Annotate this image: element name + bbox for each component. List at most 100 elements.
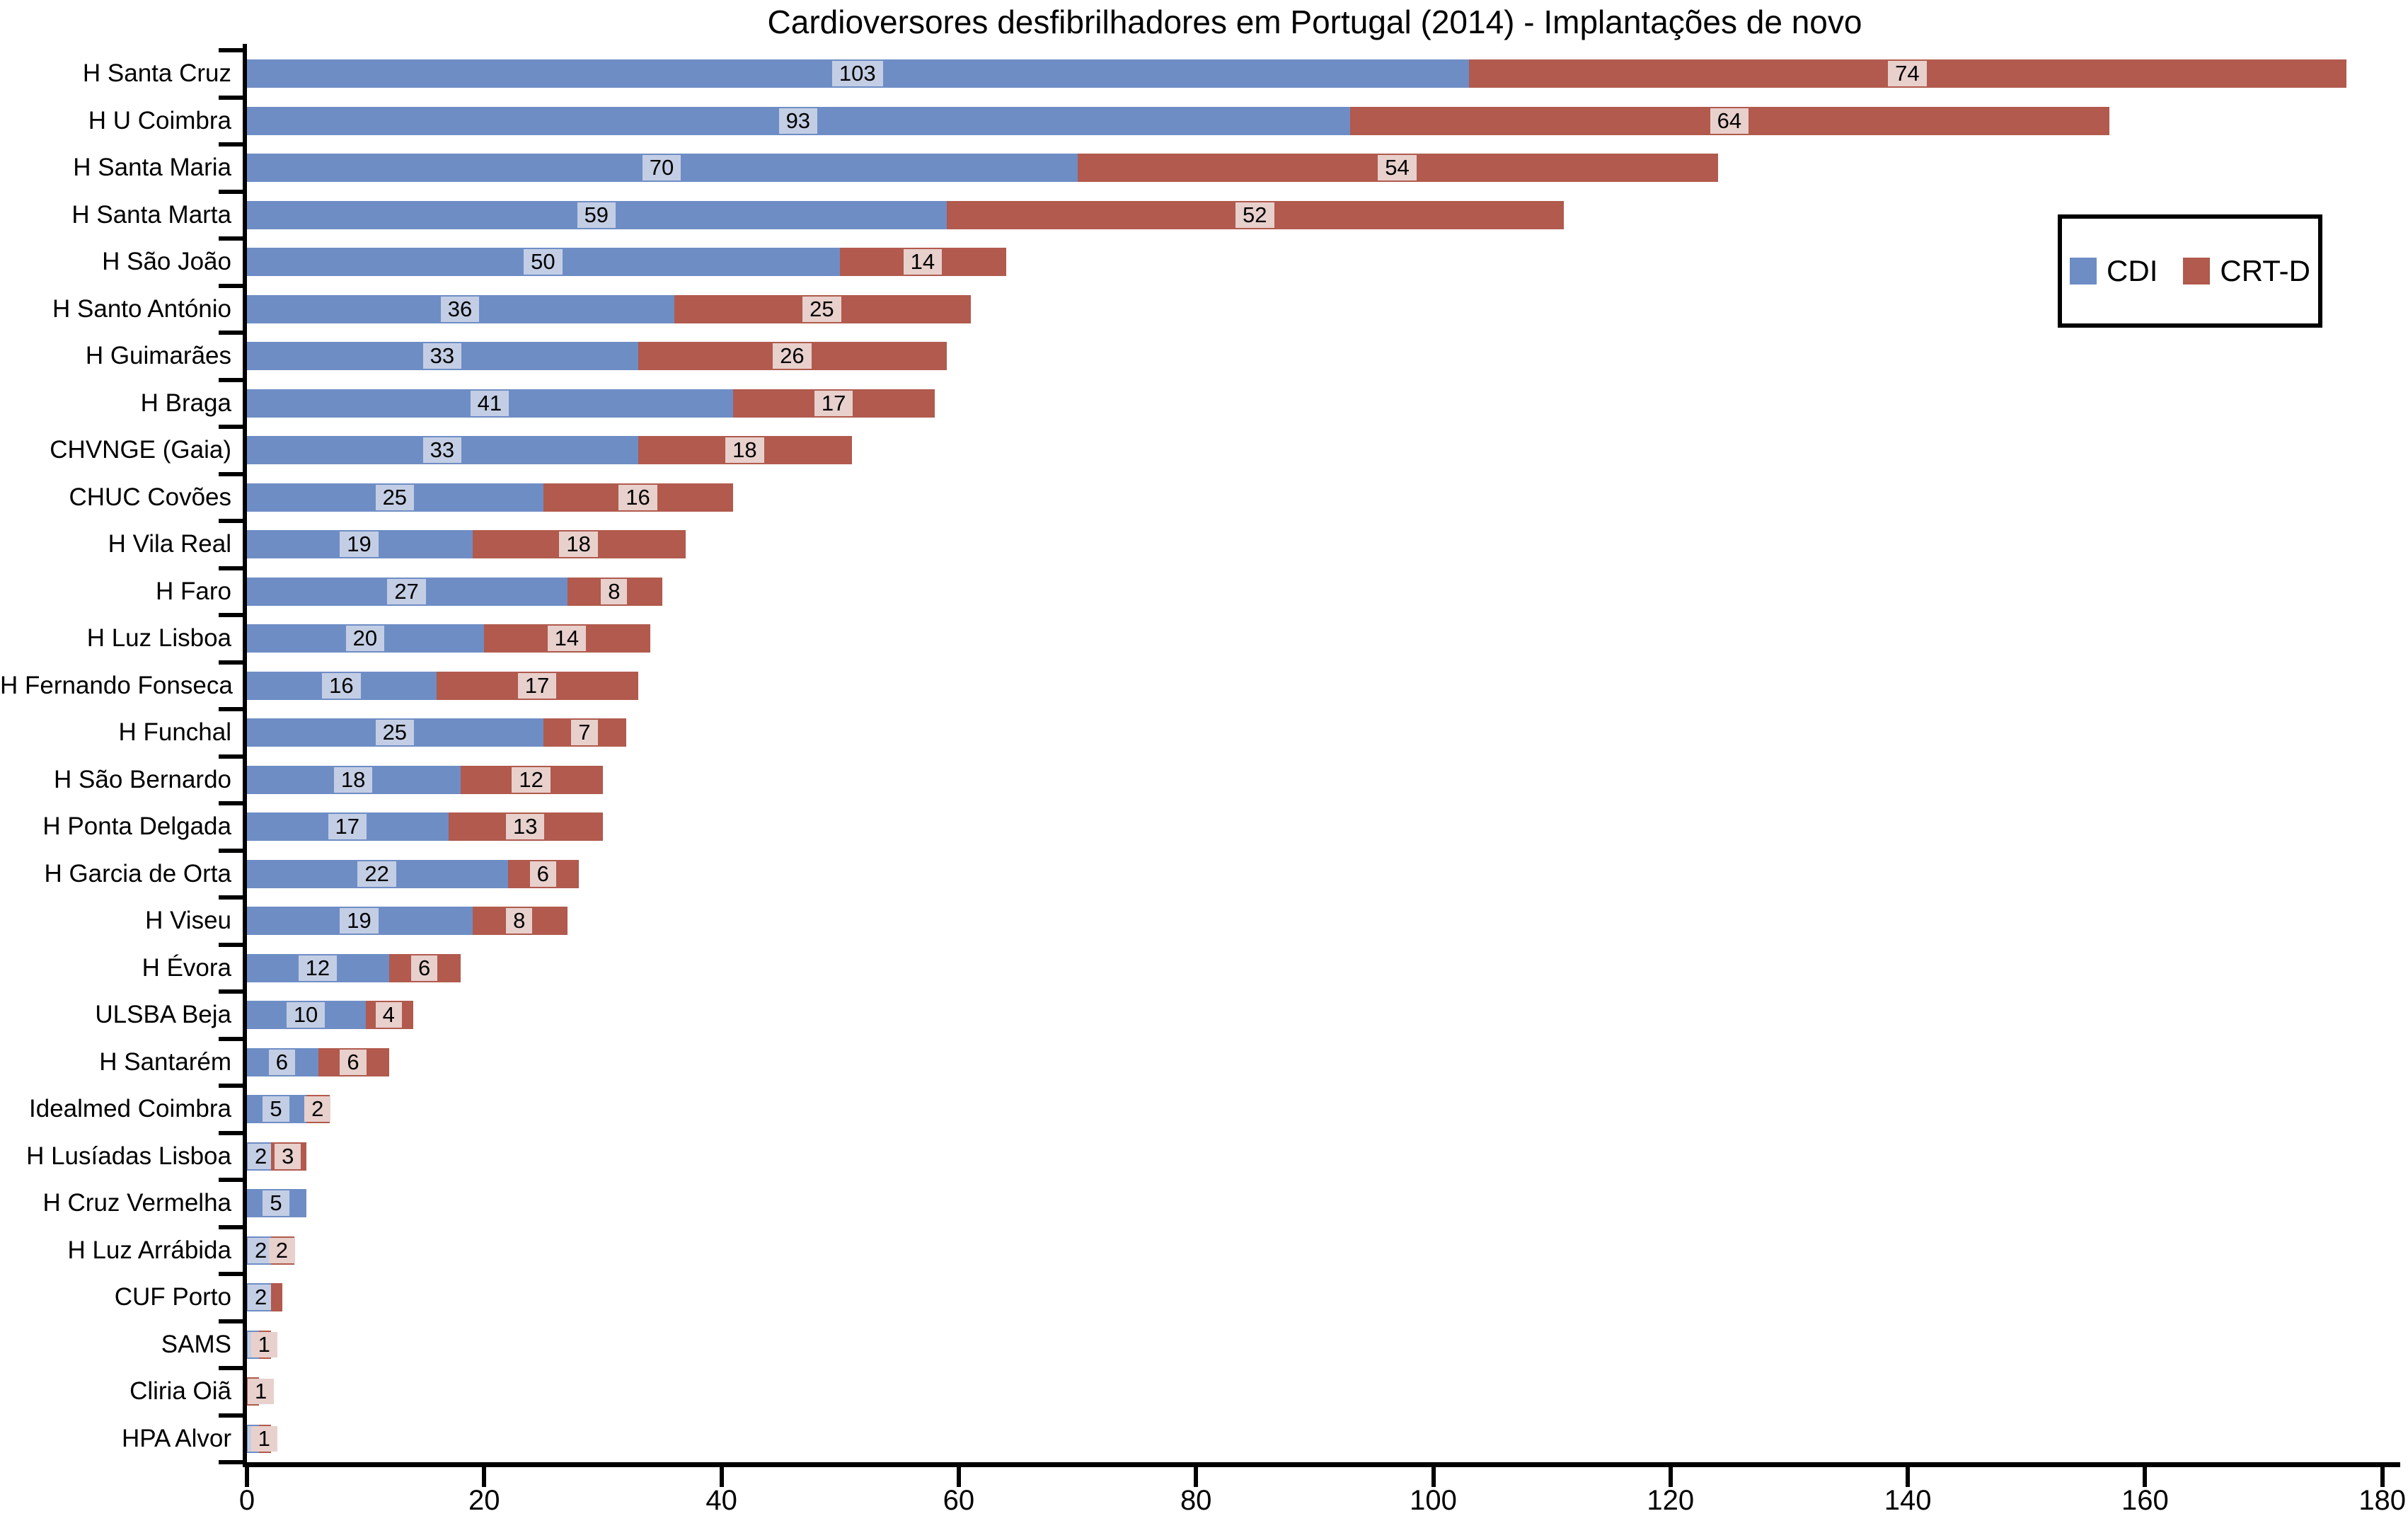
bar-value-label: 25 — [375, 720, 415, 746]
y-axis-tick — [219, 565, 243, 570]
category-label: Idealmed Coimbra — [29, 1095, 231, 1123]
chart-title: Cardioversores desfibrilhadores em Portu… — [767, 4, 1862, 40]
x-axis-tick-label: 0 — [238, 1485, 255, 1516]
bar-value-label: 5 — [263, 1096, 289, 1122]
bar-value-label: 13 — [505, 814, 545, 840]
category-label: Cliria Oiã — [129, 1377, 231, 1406]
x-axis-tick-label: 160 — [2121, 1485, 2169, 1516]
bar-value-label: 17 — [517, 672, 557, 699]
bar-value-label: 33 — [422, 437, 462, 464]
category-label: H Cruz Vermelha — [42, 1189, 231, 1217]
legend: CDI CRT-D — [2058, 214, 2322, 328]
y-axis-tick — [219, 801, 243, 805]
category-label: CUF Porto — [114, 1283, 231, 1311]
category-label: H Santa Maria — [73, 154, 231, 182]
bar-value-label: 17 — [814, 390, 853, 416]
y-axis-tick — [219, 283, 243, 288]
bar-value-label: 54 — [1378, 155, 1417, 181]
bar-value-label: 70 — [642, 155, 681, 181]
bar-value-label: 93 — [778, 108, 818, 134]
y-axis-tick — [219, 613, 243, 617]
bar-value-label: 5 — [263, 1190, 289, 1217]
bar-value-label: 18 — [725, 437, 764, 464]
bar-segment-crt-d — [270, 1283, 283, 1312]
category-label: H Vila Real — [108, 530, 231, 558]
bar-value-label: 103 — [831, 61, 883, 87]
bar-value-label: 2 — [304, 1096, 331, 1122]
category-label: H Évora — [142, 953, 231, 982]
bar-value-label: 14 — [547, 626, 587, 652]
y-axis-tick — [219, 895, 243, 900]
y-axis-tick — [219, 1272, 243, 1276]
category-label: H Luz Arrábida — [67, 1236, 231, 1264]
bar-value-label: 17 — [328, 814, 367, 840]
category-label: H Santo António — [52, 294, 231, 323]
x-axis-tick — [1431, 1467, 1436, 1487]
bar-value-label: 14 — [903, 249, 943, 275]
bar-value-label: 18 — [333, 766, 373, 793]
category-label: H Viseu — [145, 907, 231, 935]
x-axis-tick — [719, 1467, 724, 1487]
bar-value-label: 3 — [275, 1143, 301, 1169]
y-axis-tick — [219, 660, 243, 665]
bar-value-label: 1 — [250, 1425, 277, 1452]
y-axis-tick — [219, 1366, 243, 1370]
bar-value-label: 19 — [340, 532, 379, 558]
bar-value-label: 33 — [422, 343, 462, 369]
y-axis-line — [243, 44, 247, 1467]
x-axis-tick — [2380, 1467, 2385, 1487]
x-axis-tick — [1194, 1467, 1199, 1487]
bar-value-label: 27 — [387, 578, 426, 604]
x-axis-tick-label: 140 — [1884, 1485, 1932, 1516]
bar-value-label: 2 — [248, 1285, 275, 1311]
bar-value-label: 2 — [268, 1237, 296, 1263]
y-axis-tick — [219, 519, 243, 523]
x-axis-tick — [1906, 1467, 1911, 1487]
category-label: H Santarém — [99, 1047, 231, 1076]
y-axis-tick — [219, 1130, 243, 1135]
y-axis-tick — [219, 1178, 243, 1182]
bar-value-label: 12 — [512, 766, 551, 793]
y-axis-tick — [219, 1224, 243, 1229]
category-label: H Fernando Fonseca — [0, 671, 233, 699]
category-label: H São Bernardo — [54, 765, 231, 793]
x-axis-tick-label: 120 — [1647, 1485, 1695, 1516]
category-label: H Ponta Delgada — [42, 812, 231, 841]
y-axis-tick — [219, 377, 243, 382]
category-label: H Santa Cruz — [82, 59, 231, 88]
category-label: CHUC Covões — [69, 483, 232, 511]
bar-value-label: 1 — [248, 1379, 275, 1405]
bar-value-label: 18 — [559, 532, 598, 558]
legend-swatch-cdi — [2070, 258, 2097, 285]
category-label: H U Coimbra — [88, 106, 231, 134]
category-label: H Faro — [156, 577, 231, 605]
bar-value-label: 16 — [618, 484, 657, 510]
x-axis-tick-label: 180 — [2358, 1485, 2407, 1516]
bar-value-label: 36 — [440, 296, 480, 322]
y-axis-tick — [219, 1319, 243, 1323]
y-axis-tick — [219, 1084, 243, 1088]
y-axis-tick — [219, 425, 243, 429]
y-axis-tick — [219, 331, 243, 335]
x-axis-tick-label: 60 — [943, 1485, 975, 1516]
y-axis-tick — [219, 1036, 243, 1041]
y-axis-tick — [219, 848, 243, 853]
bar-value-label: 6 — [410, 955, 438, 981]
x-axis-tick-label: 80 — [1180, 1485, 1212, 1516]
y-axis-tick — [219, 989, 243, 994]
bar-value-label: 26 — [773, 343, 812, 369]
y-axis-tick — [219, 707, 243, 711]
bar-value-label: 7 — [571, 720, 598, 746]
category-label: H São João — [102, 248, 231, 276]
bar-value-label: 2 — [248, 1143, 275, 1169]
category-label: H Lusíadas Lisboa — [26, 1142, 231, 1170]
y-axis-tick — [219, 189, 243, 194]
category-label: H Santa Marta — [71, 200, 231, 229]
legend-swatch-crtd — [2183, 258, 2211, 285]
bar-value-label: 41 — [470, 390, 509, 416]
x-axis-tick-label: 40 — [705, 1485, 737, 1516]
y-axis-tick — [219, 942, 243, 947]
category-label: H Garcia de Orta — [44, 859, 231, 888]
bar-value-label: 12 — [298, 955, 338, 981]
